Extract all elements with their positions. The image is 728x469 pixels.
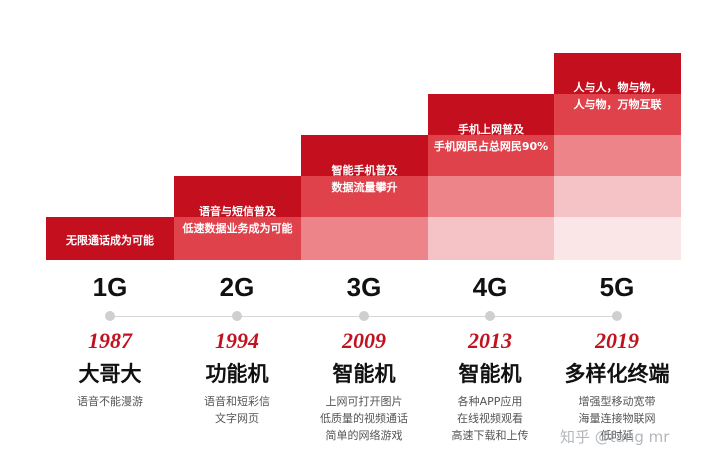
gen-label-2g: 2G: [219, 272, 255, 302]
step-4g-text: 手机上网普及 手机网民占总网民90%: [433, 123, 549, 153]
stair-band: [428, 217, 554, 260]
device-5g: 多样化终端: [564, 362, 670, 386]
timeline-dot: [485, 311, 495, 321]
stair-band: [301, 135, 428, 176]
stair-band: [554, 135, 681, 176]
step-1g-text: 无限通话成为可能: [66, 234, 154, 247]
timeline-dot: [359, 311, 369, 321]
stair-band: [428, 176, 554, 217]
device-2g: 功能机: [205, 362, 269, 386]
stair-band: [301, 217, 428, 260]
staircase-chart: 无限通话成为可能 语音与短信普及 低速数据业务成为可能 智能手机普及 数据流量攀…: [46, 53, 681, 260]
stair-band: [174, 176, 301, 217]
watermark: 知乎 @tang mr: [560, 428, 670, 446]
timeline-dot: [612, 311, 622, 321]
gen-label-3g: 3G: [346, 272, 382, 302]
step-5g-text: 人与人，物与物， 人与物，万物互联: [573, 81, 662, 111]
gen-label-1g: 1G: [92, 272, 128, 302]
desc-3g: 上网可打开图片 低质量的视频通话 简单的网络游戏: [320, 395, 408, 442]
desc-4g: 各种APP应用 在线视频观看 高速下载和上传: [451, 395, 529, 442]
year-1987: 1987: [88, 328, 132, 353]
gen-label-4g: 4G: [472, 272, 508, 302]
stair-band: [428, 135, 554, 176]
stair-band: [554, 53, 681, 94]
timeline-dot: [232, 311, 242, 321]
gen-label-5g: 5G: [599, 272, 635, 302]
stair-band: [174, 217, 301, 260]
year-1994: 1994: [215, 328, 259, 353]
stair-band: [554, 94, 681, 135]
desc-2g: 语音和短彩信 文字网页: [204, 395, 270, 425]
step-2g-text: 语音与短信普及 低速数据业务成为可能: [182, 205, 293, 235]
stair-band: [554, 176, 681, 217]
stair-band: [554, 217, 681, 260]
year-2013: 2013: [468, 328, 512, 353]
year-2019: 2019: [595, 328, 639, 353]
device-1g: 大哥大: [78, 362, 142, 386]
device-3g: 智能机: [332, 362, 396, 386]
stair-band: [301, 176, 428, 217]
step-3g-text: 智能手机普及 数据流量攀升: [331, 164, 398, 194]
year-2009: 2009: [342, 328, 386, 353]
desc-5g: 增强型移动宽带 海量连接物联网 低时延: [578, 395, 656, 442]
stair-band: [428, 94, 554, 135]
desc-1g: 语音不能漫游: [77, 395, 143, 408]
device-4g: 智能机: [458, 362, 522, 386]
timeline-dot: [105, 311, 115, 321]
stair-band: [46, 217, 174, 260]
